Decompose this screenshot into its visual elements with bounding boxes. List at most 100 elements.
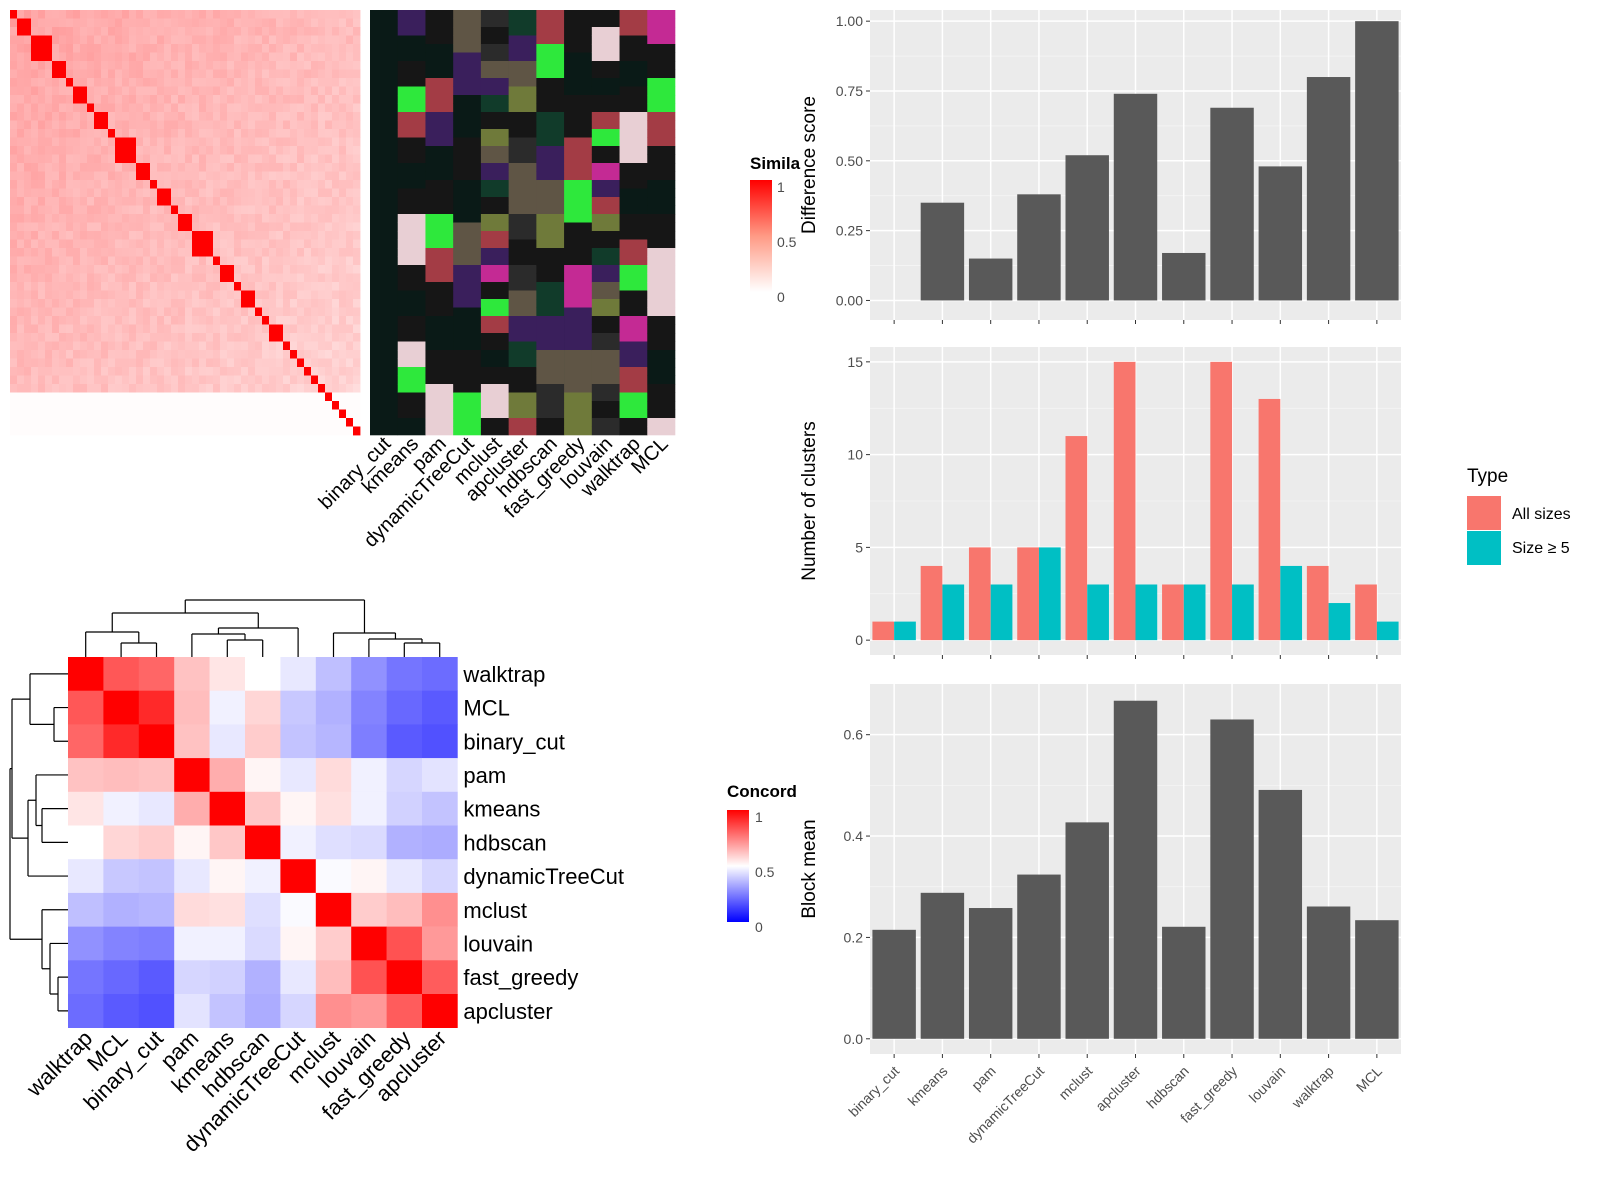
concordance-cell [280,825,317,860]
concordance-cell [280,859,317,894]
concordance-cell [280,994,317,1028]
concordance-cell [351,892,387,927]
bar [968,908,1013,1039]
concordance-cell [422,791,458,826]
bar [920,202,965,301]
concordance-cell [351,657,387,691]
concordance-legend: Concord 1 0.5 0 [727,782,797,935]
concordance-cell [280,724,317,759]
concordance-cell [138,690,175,725]
concordance-cell [138,724,175,759]
concordance-cell [245,994,281,1028]
similarity-legend: Simila 1 0.5 0 [750,154,801,305]
concordance-cell [245,825,281,860]
concordance-cell [351,758,387,793]
concordance-cell [68,926,104,961]
concordance-cell [386,994,423,1028]
concordance-cell [422,724,458,759]
bar-all-sizes [872,621,895,641]
dendrogram-left [9,673,68,1012]
bar [1162,926,1206,1039]
y-axis-label: Number of clusters [799,421,820,580]
concordance-row-label: louvain [463,931,533,956]
bar [1355,920,1399,1039]
bar-all-sizes [1306,565,1329,641]
number-of-clusters-chart: 0 5 10 15 Number of clusters [799,347,1401,659]
concordance-cell [351,926,387,961]
concordance-row-label: fast_greedy [463,965,578,990]
concordance-tick-0: 0 [755,919,763,935]
bar-all-sizes [1355,584,1377,641]
x-tick-label: MCL [1353,1063,1385,1095]
bar [1065,155,1109,301]
concordance-cell [245,690,281,725]
concordance-cell [245,791,281,826]
concordance-cell [209,758,246,793]
concordance-cell [103,926,140,961]
concordance-cell [315,926,352,961]
concordance-cell [351,724,387,759]
bar [1306,77,1351,301]
concordance-cell [422,758,458,793]
y-axis-label: Block mean [799,819,820,918]
y-tick-label: 0.2 [844,929,864,945]
concordance-cell [68,724,104,759]
x-tick-label: binary_cut [845,1063,902,1120]
concordance-cell [386,926,423,961]
concordance-cell [138,791,175,826]
bar-size5 [1087,584,1109,641]
concordance-row-label: walktrap [462,662,545,687]
concordance-cell [174,994,210,1028]
bar [1113,93,1158,301]
block-mean-chart: 0.0 0.2 0.4 0.6 Block mean binary_cut kmeans pa… [799,684,1401,1146]
bar [1210,719,1254,1039]
dendrogram-top [85,599,441,657]
y-tick-label: 10 [847,447,863,463]
concordance-cell [209,926,246,961]
concordance-cell [209,892,246,927]
y-tick-label: 0 [855,632,863,648]
concordance-cell [103,960,140,995]
x-tick-label: pam [968,1063,999,1094]
concordance-cell [386,859,423,894]
bar [1017,194,1061,301]
concordance-cell [174,690,210,725]
concordance-cell [68,859,104,894]
similarity-tick-1: 1 [777,179,785,195]
concordance-cell [245,859,281,894]
concordance-cell [103,994,140,1028]
legend-key-all-sizes [1467,496,1501,530]
bar-all-sizes [1017,547,1039,641]
concordance-cell [315,892,352,927]
concordance-cell [138,994,175,1028]
bar-size5 [1135,584,1158,641]
similarity-legend-title: Simila [750,154,801,173]
concordance-cell [422,994,458,1028]
concordance-cell [174,960,210,995]
concordance-row-label: hdbscan [463,830,546,855]
concordance-cell [245,657,281,691]
concordance-cell [422,892,458,927]
y-tick-label: 5 [855,539,863,555]
concordance-cell [280,926,317,961]
concordance-cell [315,791,352,826]
bar [1355,21,1399,301]
x-tick-label: hdbscan [1143,1063,1192,1112]
concordance-cell [315,960,352,995]
y-tick-label: 0.0 [844,1031,864,1047]
concordance-cell [138,960,175,995]
concordance-legend-title: Concord [727,782,797,801]
concordance-cell [68,791,104,826]
bar [872,929,916,1039]
bar-all-sizes [1210,361,1233,641]
concordance-cell [174,657,210,691]
bar-size5 [1038,547,1061,641]
bar [1306,906,1351,1039]
concordance-row-label: pam [463,763,506,788]
bar [1258,789,1303,1039]
concordance-cell [209,791,246,826]
concordance-cell [315,859,352,894]
concordance-cell [174,791,210,826]
type-legend: Type All sizes Size ≥ 5 [1467,466,1571,565]
difference-score-chart: 0.00 0.25 0.50 0.75 1.00 Difference score [799,10,1401,324]
